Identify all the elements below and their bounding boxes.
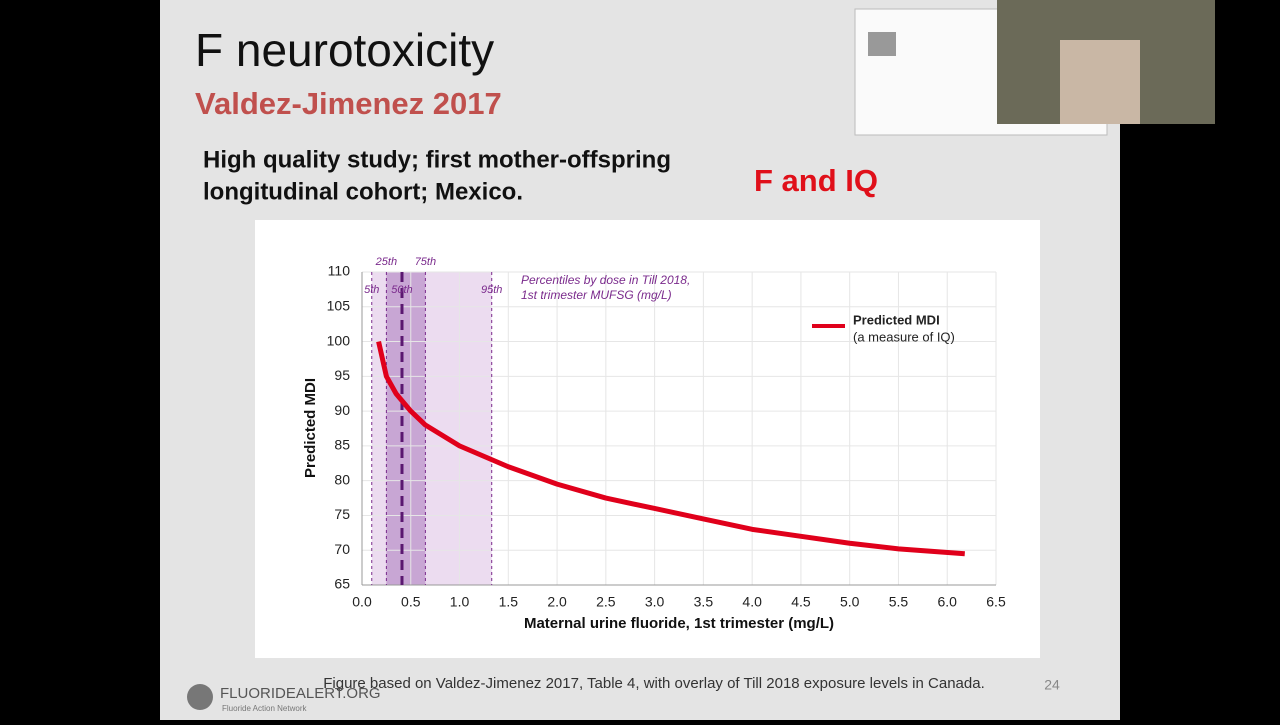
x-tick-label: 3.5: [694, 594, 714, 610]
percentile-label: 95th: [481, 284, 502, 296]
webcam-person: [1060, 40, 1140, 124]
x-tick-label: 6.5: [986, 594, 1006, 610]
slide-text: High quality study; first mother-offspri…: [203, 146, 671, 173]
x-tick-label: 4.0: [742, 594, 762, 610]
x-axis-label: Maternal urine fluoride, 1st trimester (…: [524, 615, 834, 632]
percentile-label: 5th: [364, 284, 379, 296]
paper-logo: [868, 32, 896, 56]
x-tick-label: 4.5: [791, 594, 811, 610]
y-tick-label: 90: [334, 402, 350, 418]
annotation: Percentiles by dose in Till 2018,: [521, 273, 690, 287]
legend-note: (a measure of IQ): [853, 329, 955, 344]
percentile-band: [386, 272, 426, 585]
annotation: 1st trimester MUFSG (mg/L): [521, 288, 672, 302]
logo: FLUORIDEALERT.ORG: [220, 685, 381, 702]
logo-tagline: Fluoride Action Network: [222, 704, 307, 713]
x-tick-label: 6.0: [937, 594, 957, 610]
x-tick-label: 0.5: [401, 594, 421, 610]
x-tick-label: 5.0: [840, 594, 860, 610]
y-tick-label: 80: [334, 471, 350, 487]
legend-label: Predicted MDI: [853, 312, 940, 327]
y-tick-label: 65: [334, 576, 350, 592]
y-tick-label: 70: [334, 541, 350, 557]
highlight: F and IQ: [754, 163, 878, 198]
chart: 65 70 75 80 85 90 95 100 105 110 0.0 0.5 1.0 1.5 2.0 2.…: [302, 256, 1006, 632]
x-tick-label: 0.0: [352, 594, 372, 610]
y-tick-label: 75: [334, 506, 350, 522]
y-tick-label: 85: [334, 437, 350, 453]
x-tick-label: 3.0: [645, 594, 665, 610]
slide-subtitle: Valdez-Jimenez 2017: [195, 86, 502, 121]
x-tick-label: 5.5: [889, 594, 909, 610]
y-tick-label: 105: [327, 297, 351, 313]
x-tick-label: 1.0: [450, 594, 470, 610]
percentile-label: 50th: [391, 284, 412, 296]
page-number: 24: [1044, 677, 1060, 693]
slide-title: F neurotoxicity: [195, 24, 494, 76]
y-tick-label: 95: [334, 367, 350, 383]
y-axis-label: Predicted MDI: [302, 378, 319, 478]
logo-icon: [187, 684, 213, 710]
percentile-label: 75th: [415, 256, 436, 268]
data-line: [376, 341, 965, 557]
caption: Figure based on Valdez-Jimenez 2017, Tab…: [323, 675, 985, 692]
x-tick-label: 2.0: [547, 594, 567, 610]
percentile-label: 25th: [375, 256, 397, 268]
y-tick-label: 100: [327, 332, 351, 348]
x-tick-label: 2.5: [596, 594, 616, 610]
y-tick-label: 110: [328, 263, 351, 279]
slide-text: longitudinal cohort; Mexico.: [203, 178, 523, 205]
x-tick-label: 1.5: [499, 594, 519, 610]
